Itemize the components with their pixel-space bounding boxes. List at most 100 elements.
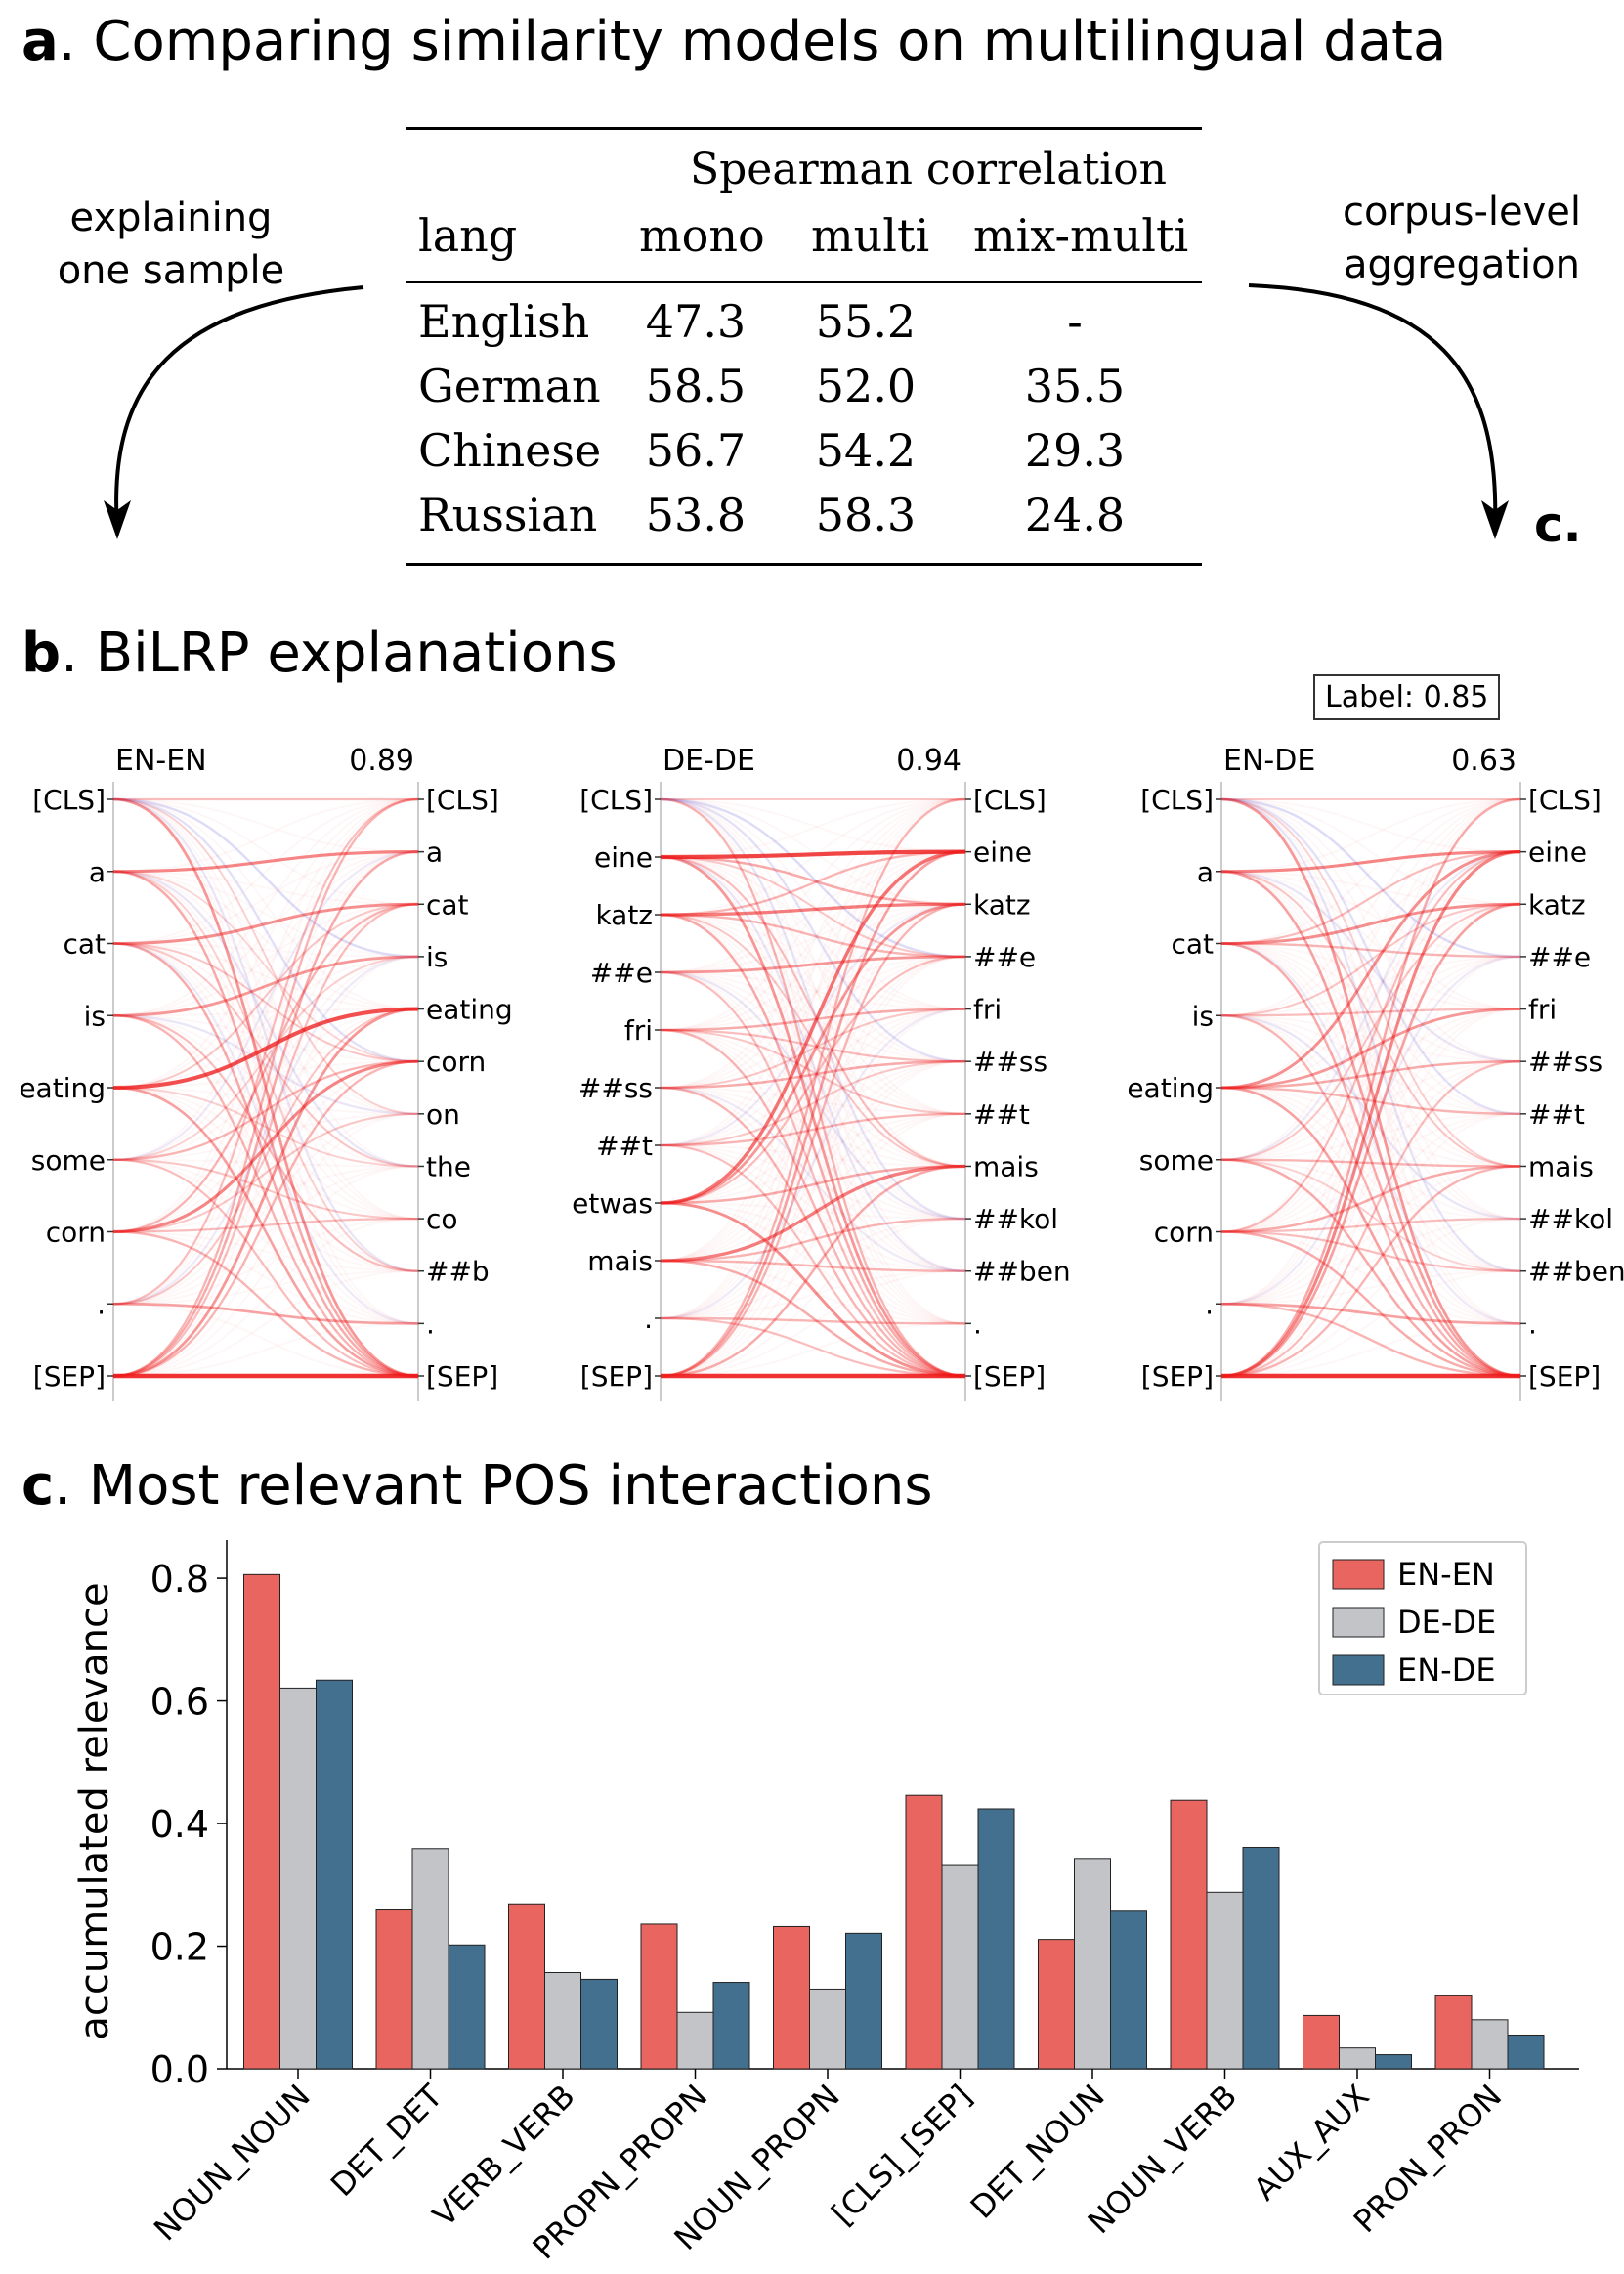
faint-link — [1220, 1218, 1521, 1306]
bar-en-en-clssep — [905, 1794, 943, 2070]
relevance-link — [660, 1165, 966, 1205]
faint-link — [112, 955, 419, 1017]
faint-link — [660, 1269, 966, 1377]
relevance-link — [660, 1201, 966, 1378]
faint-link — [1220, 1087, 1521, 1272]
faint-link — [1220, 798, 1521, 873]
right-token: mais — [1528, 1150, 1594, 1182]
faint-link — [1220, 798, 1521, 1161]
x-tick-label: DET_DET — [323, 2077, 450, 2204]
left-token: [CLS] — [32, 784, 106, 816]
faint-link — [112, 1218, 419, 1233]
faint-link — [1220, 870, 1521, 1377]
faint-link — [1220, 1014, 1521, 1272]
faint-link — [660, 798, 966, 1325]
relevance-link — [1220, 902, 1521, 1378]
faint-link — [112, 870, 419, 1377]
relevance-link — [1220, 850, 1521, 874]
left-token: [SEP] — [1141, 1360, 1214, 1393]
left-token: a — [89, 856, 106, 888]
left-token: ##t — [596, 1130, 653, 1162]
faint-link — [112, 955, 419, 1161]
bar-en-en-nounverb — [1170, 1799, 1208, 2070]
relevance-link — [660, 855, 966, 1378]
faint-link — [1220, 1008, 1521, 1377]
left-note: explaining one sample — [39, 192, 303, 297]
relevance-link — [660, 955, 966, 974]
relevance-link — [660, 970, 966, 1378]
faint-link — [112, 870, 419, 958]
right-note-line-2: aggregation — [1344, 242, 1580, 287]
right-token: eine — [1528, 837, 1587, 869]
relevance-link — [660, 903, 966, 1378]
right-token: co — [426, 1203, 458, 1235]
relevance-link — [112, 1087, 419, 1168]
faint-link — [1220, 1008, 1521, 1089]
faint-link — [112, 955, 419, 1089]
faint-link — [112, 1087, 419, 1377]
relevance-link — [112, 870, 419, 1378]
faint-link — [1220, 850, 1521, 1017]
relevance-link — [1220, 903, 1521, 1017]
faint-link — [112, 1158, 419, 1272]
faint-link — [1220, 850, 1521, 1233]
faint-link — [660, 1144, 966, 1325]
relevance-link — [112, 797, 419, 1378]
right-token: [CLS] — [1528, 784, 1602, 816]
negative-link — [112, 870, 419, 1168]
left-token: a — [1197, 856, 1214, 888]
faint-link — [112, 1014, 419, 1221]
faint-link — [660, 1144, 966, 1272]
bar-en-en-nounnoun — [243, 1573, 280, 2070]
faint-link — [660, 955, 966, 1146]
faint-link — [660, 856, 966, 1115]
faint-link — [660, 798, 966, 858]
right-note-line-1: corpus-level — [1342, 190, 1582, 235]
table-header-mix-multi: mix-multi — [973, 209, 1189, 262]
faint-link — [660, 798, 966, 1272]
faint-link — [112, 1269, 419, 1377]
faint-link — [660, 1008, 966, 1146]
faint-link — [660, 1218, 966, 1262]
faint-link — [1220, 1087, 1521, 1115]
right-arrow-label: c. — [1534, 496, 1582, 553]
faint-link — [660, 1112, 966, 1319]
faint-link — [660, 955, 966, 1319]
faint-link — [1220, 1087, 1521, 1325]
faint-link — [112, 1269, 419, 1306]
bar-en-en-pronpron — [1434, 1995, 1473, 2070]
relevance-link — [660, 955, 966, 1205]
relevance-link — [112, 942, 419, 1378]
panel-a-title-text: . Comparing similarity models on multili… — [58, 10, 1447, 73]
negative-link — [660, 797, 966, 1063]
relevance-link — [660, 1086, 966, 1378]
right-token: mais — [973, 1150, 1039, 1182]
faint-link — [112, 1112, 419, 1377]
faint-link — [112, 798, 419, 1272]
relevance-link — [112, 942, 419, 1168]
faint-link — [660, 903, 966, 1319]
faint-link — [112, 1303, 419, 1325]
faint-link — [660, 850, 966, 916]
faint-link — [660, 798, 966, 1089]
faint-link — [660, 971, 966, 1115]
relevance-link — [112, 903, 419, 1233]
relevance-link — [112, 1059, 419, 1378]
faint-link — [112, 850, 419, 1017]
left-note-line-1: explaining — [69, 195, 273, 240]
faint-link — [660, 1269, 966, 1319]
faint-link — [1220, 798, 1521, 1010]
faint-link — [1220, 850, 1521, 1161]
faint-link — [112, 798, 419, 1377]
flow-arrows — [104, 283, 1509, 539]
faint-link — [1220, 1230, 1521, 1377]
relevance-link — [1220, 1008, 1521, 1017]
negative-link — [1220, 870, 1521, 1063]
bar-en-de-clssep — [977, 1808, 1015, 2070]
faint-link — [660, 850, 966, 1089]
faint-link — [112, 850, 419, 1089]
faint-link — [660, 1060, 966, 1262]
bar-de-de-detnoun — [1074, 1858, 1111, 2070]
faint-link — [660, 1060, 966, 1089]
table-top-rule — [406, 127, 1202, 130]
